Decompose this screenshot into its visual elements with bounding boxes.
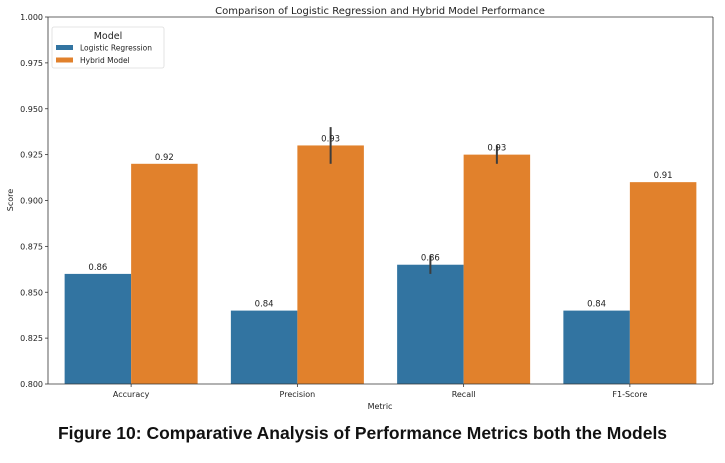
legend-label: Logistic Regression [80,44,152,53]
bar-value-label: 0.93 [487,144,506,154]
x-tick-label: Recall [452,390,476,399]
bar-recall-logistic [397,264,464,384]
bar-value-label: 0.84 [587,300,606,310]
legend-label: Hybrid Model [80,56,130,65]
x-tick-label: Accuracy [113,390,150,399]
bar-value-label: 0.86 [421,254,440,264]
x-axis-label: Metric [368,402,393,411]
bar-precision-hybrid [297,145,364,384]
x-tick-label: F1-Score [612,390,647,399]
y-tick-label: 0.850 [20,288,43,297]
bar-recall-hybrid [463,154,531,384]
legend-title: Model [94,31,123,42]
bar-value-label: 0.92 [155,153,174,163]
bar-accuracy-logistic [64,273,132,384]
bar-value-label: 0.84 [255,300,274,310]
y-axis-label: Score [6,189,15,211]
figure-caption: Figure 10: Comparative Analysis of Perfo… [57,423,668,443]
legend: Model Logistic Regression Hybrid Model [51,26,165,69]
x-tick-label: Precision [280,390,316,399]
y-tick-label: 0.800 [20,380,43,389]
legend-swatch [56,57,73,63]
bar-labels-group: 0.86 0.92 0.84 0.93 0.86 0.93 0.84 0.91 [88,134,672,309]
bar-precision-logistic [230,310,298,384]
y-tick-label: 0.875 [20,242,43,251]
error-bars-group [329,127,498,274]
chart-title: Comparison of Logistic Regression and Hy… [215,6,545,17]
y-tick-label: 0.900 [20,197,43,206]
bar-f1-score-logistic [563,310,630,384]
y-tick-label: 0.975 [20,59,43,68]
x-ticks-group: Accuracy Precision Recall F1-Score [113,384,647,399]
bar-value-label: 0.86 [88,263,107,273]
legend-box [51,26,165,69]
bar-accuracy-hybrid [131,163,198,384]
bar-value-label: 0.93 [321,134,340,144]
legend-swatch [56,45,73,50]
y-tick-label: 0.925 [20,151,43,160]
y-ticks-group: 0.800 0.825 0.850 0.875 0.900 0.925 0.950 0.975… [20,13,48,389]
y-tick-label: 1.000 [20,13,43,22]
y-tick-label: 0.950 [20,105,43,114]
bar-f1-score-hybrid [629,182,697,384]
y-tick-label: 0.825 [20,334,43,343]
bar-value-label: 0.91 [654,171,673,181]
bars-group [64,145,697,384]
